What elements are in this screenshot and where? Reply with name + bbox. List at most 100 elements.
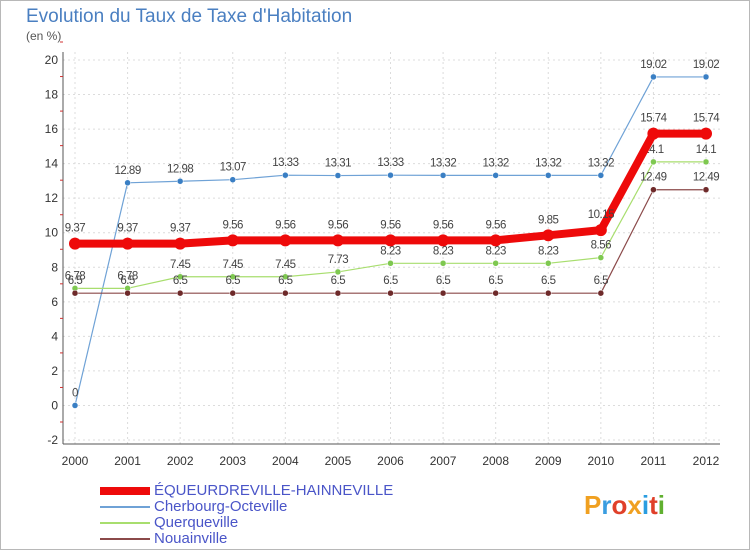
data-point [121, 237, 134, 250]
data-label: 6.5 [594, 275, 609, 287]
data-point [492, 289, 499, 297]
data-label: 14.1 [696, 144, 716, 156]
data-point [702, 73, 710, 81]
x-tick-label: 2011 [641, 454, 667, 468]
legend-swatch [100, 538, 150, 540]
data-label: 7.45 [275, 259, 295, 271]
data-point [282, 289, 289, 297]
data-point [124, 179, 131, 187]
x-tick-label: 2009 [535, 454, 562, 468]
data-label: 6.5 [436, 275, 451, 287]
data-point [229, 176, 236, 183]
x-tick-label: 2000 [62, 454, 89, 468]
data-point [334, 289, 342, 297]
y-tick-label: 14 [45, 157, 59, 171]
legend-label: Querqueville [154, 514, 239, 531]
x-tick-label: 2006 [377, 454, 404, 468]
data-label: 9.37 [65, 223, 85, 235]
x-tick-label: 2010 [587, 454, 614, 468]
data-label: 9.56 [485, 219, 505, 231]
data-label: 7.45 [170, 259, 190, 271]
data-label: 8.56 [591, 240, 611, 252]
data-point [545, 289, 552, 297]
y-tick-label: 0 [51, 398, 58, 412]
data-label: 6.5 [331, 275, 346, 287]
data-label: 6.5 [541, 275, 556, 287]
data-label: 13.07 [220, 162, 246, 174]
data-point [69, 237, 81, 250]
x-tick-label: 2003 [219, 454, 246, 468]
data-point [229, 273, 236, 281]
data-label: 9.56 [275, 219, 295, 231]
legend-swatch [100, 487, 150, 495]
data-point [492, 260, 499, 267]
data-label: 6.5 [120, 275, 135, 287]
legend-swatch [100, 522, 150, 524]
data-label: 6.5 [68, 275, 83, 287]
data-point [282, 171, 289, 179]
data-label: 9.37 [117, 223, 137, 235]
x-tick-label: 2001 [114, 454, 141, 468]
data-point [229, 289, 236, 297]
x-tick-label: 2004 [272, 454, 299, 468]
data-point [545, 260, 552, 267]
logo-letter: i [657, 490, 665, 520]
data-point [176, 178, 184, 185]
data-label: 12.98 [167, 163, 193, 175]
data-label: 6.5 [383, 275, 398, 287]
unit-label: (en %) [26, 29, 62, 43]
y-tick-label: 16 [45, 122, 59, 136]
y-tick-label: -2 [47, 433, 58, 447]
data-point [387, 289, 394, 297]
data-label: 15.74 [693, 113, 720, 125]
data-label: 9.85 [538, 214, 558, 226]
data-point [71, 289, 79, 297]
data-point [489, 234, 502, 247]
logo-letter: t [649, 490, 658, 520]
data-label: 9.56 [433, 219, 453, 231]
data-point [71, 402, 79, 409]
data-point [176, 273, 184, 281]
data-label: 8.23 [433, 245, 453, 257]
data-label: 6.78 [117, 270, 137, 282]
logo-letter: o [611, 490, 628, 520]
data-point [702, 186, 710, 193]
data-point [334, 172, 342, 179]
data-point [437, 234, 450, 247]
data-label: 6.5 [173, 275, 188, 287]
data-point [650, 186, 657, 193]
data-label: 6.5 [278, 275, 293, 287]
data-label: 6.78 [65, 270, 85, 282]
data-label: 13.32 [483, 157, 509, 169]
data-point [700, 127, 712, 140]
x-tick-label: 2002 [167, 454, 194, 468]
data-label: 13.32 [535, 157, 561, 169]
data-point [542, 229, 555, 242]
y-tick-label: 10 [45, 226, 59, 240]
data-point [439, 172, 447, 179]
data-label: 8.23 [485, 245, 505, 257]
data-point [650, 73, 657, 81]
data-point [331, 234, 344, 247]
data-label: 15.74 [640, 113, 667, 125]
logo-letter: x [627, 490, 642, 520]
data-point [492, 172, 499, 179]
data-label: 8.23 [380, 245, 400, 257]
proxiti-logo: Proxiti [584, 490, 665, 521]
data-label: 7.45 [223, 259, 243, 271]
data-label: 13.32 [588, 157, 614, 169]
y-tick-label: 12 [45, 191, 59, 205]
legend-label: ÉQUEURDREVILLE-HAINNEVILLE [154, 482, 394, 499]
data-label: 10.15 [588, 209, 614, 221]
data-label: 12.49 [640, 172, 666, 184]
data-point [282, 273, 289, 281]
legend-label: Cherbourg-Octeville [154, 498, 288, 515]
data-label: 9.37 [170, 223, 190, 235]
data-point [650, 158, 657, 166]
data-label: 6.5 [488, 275, 503, 287]
data-point [545, 172, 552, 179]
data-label: 19.02 [640, 59, 666, 71]
data-point [124, 289, 131, 297]
